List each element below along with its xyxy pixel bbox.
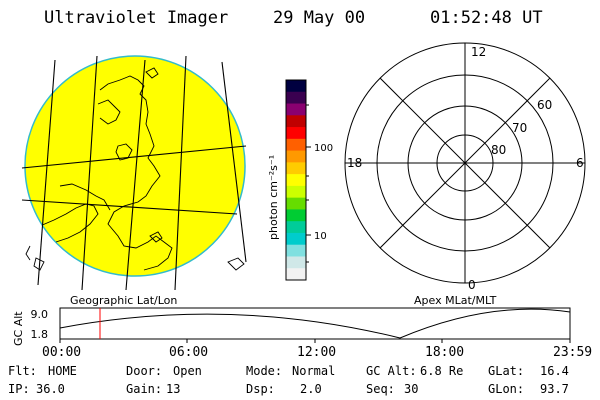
- lat-label-60: 60: [537, 98, 552, 112]
- time-tick-label: 23:59: [553, 345, 592, 360]
- status-glon-value: 93.7: [540, 382, 569, 396]
- color-scale-bar: 100 10 photon cm⁻²s⁻¹: [267, 80, 333, 281]
- image-caption: Geographic Lat/Lon: [70, 294, 177, 307]
- status-ip-value: 36.0: [36, 382, 65, 396]
- altitude-plot-frame: [60, 308, 570, 339]
- mlt-label-right: 6: [576, 156, 584, 170]
- status-gcalt-value: 6.8 Re: [420, 364, 463, 378]
- altitude-x-ticks: [60, 339, 570, 343]
- color-bar-segment: [286, 115, 306, 127]
- mlt-label-left: 18: [347, 156, 362, 170]
- color-bar-segment: [286, 233, 306, 245]
- color-bar-unit-label: photon cm⁻²s⁻¹: [267, 155, 280, 240]
- color-bar-segment: [286, 92, 306, 104]
- status-dsp-value: 2.0: [300, 382, 322, 396]
- color-bar-segment: [286, 268, 306, 280]
- status-seq-label: Seq:: [366, 382, 395, 396]
- altitude-ytick-label: 9.0: [31, 308, 49, 321]
- color-bar-segment: [286, 139, 306, 151]
- lat-label-70: 70: [512, 121, 527, 135]
- status-door-value: Open: [173, 364, 202, 378]
- status-mode-label: Mode:: [246, 364, 282, 378]
- status-flt-value: HOME: [48, 364, 77, 378]
- color-bar-segment: [286, 221, 306, 233]
- color-bar-segment: [286, 209, 306, 221]
- status-glon-label: GLon:: [488, 382, 524, 396]
- altitude-ytick-label: 1.8: [31, 328, 49, 341]
- uv-image-panel: [22, 56, 246, 290]
- status-glat-value: 16.4: [540, 364, 569, 378]
- time-tick-label: 12:00: [297, 345, 336, 360]
- status-flt-label: Flt:: [8, 364, 37, 378]
- polar-caption: Apex MLat/MLT: [414, 294, 497, 307]
- color-bar-segment: [286, 162, 306, 174]
- status-ip-label: IP:: [8, 382, 30, 396]
- status-gain-value: 13: [166, 382, 180, 396]
- time-tick-label: 18:00: [425, 345, 464, 360]
- altitude-ylabel: GC Alt: [12, 311, 25, 346]
- color-bar-segment: [286, 245, 306, 257]
- color-bar-segment: [286, 127, 306, 139]
- color-bar-segment: [286, 104, 306, 116]
- status-seq-value: 30: [404, 382, 418, 396]
- status-door-label: Door:: [126, 364, 162, 378]
- color-bar-segment: [286, 174, 306, 186]
- color-bar-segment: [286, 198, 306, 210]
- color-bar-segment: [286, 256, 306, 268]
- mlt-label-bottom: 0: [468, 278, 476, 292]
- color-bar-segment: [286, 151, 306, 163]
- polar-plot: [345, 43, 585, 283]
- uv-image-disc: [25, 56, 245, 276]
- status-glat-label: GLat:: [488, 364, 524, 378]
- time-tick-label: 00:00: [42, 345, 81, 360]
- color-bar-segment: [286, 80, 306, 92]
- status-mode-value: Normal: [292, 364, 335, 378]
- color-bar-tick-label: 10: [314, 231, 327, 242]
- altitude-plot: 9.0 1.8 GC Alt: [12, 308, 570, 346]
- color-bar-tick-label: 100: [314, 143, 333, 154]
- time-tick-label: 06:00: [169, 345, 208, 360]
- status-gcalt-label: GC Alt:: [366, 364, 417, 378]
- mlt-label-top: 12: [471, 45, 486, 59]
- lat-label-80: 80: [491, 143, 506, 157]
- altitude-curve: [60, 309, 570, 338]
- status-gain-label: Gain:: [126, 382, 162, 396]
- color-bar-segment: [286, 186, 306, 198]
- status-dsp-label: Dsp:: [246, 382, 275, 396]
